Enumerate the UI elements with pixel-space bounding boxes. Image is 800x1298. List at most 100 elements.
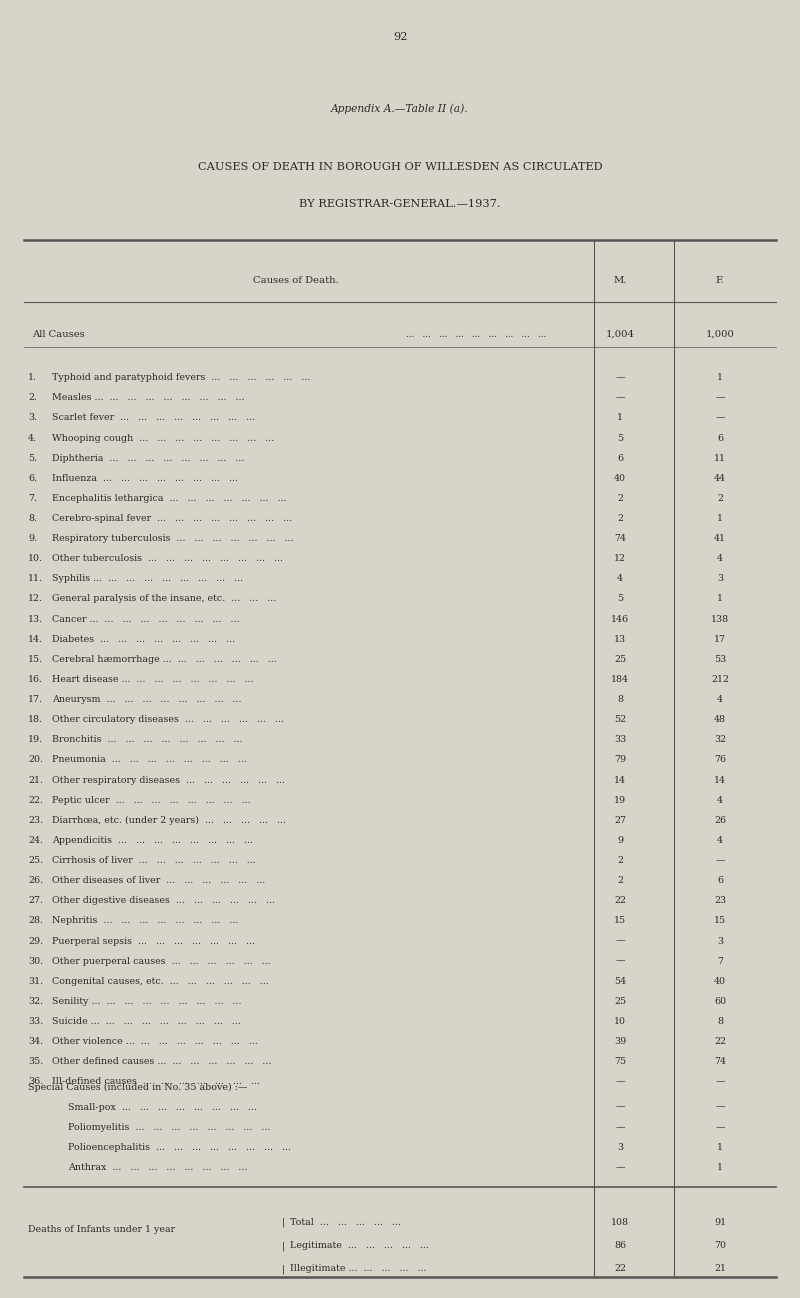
- Text: 27: 27: [614, 815, 626, 824]
- Text: 11: 11: [714, 454, 726, 462]
- Text: —: —: [615, 1123, 625, 1132]
- Text: 15: 15: [714, 916, 726, 925]
- Text: 52: 52: [614, 715, 626, 724]
- Text: Cerebro-spinal fever  ...   ...   ...   ...   ...   ...   ...   ...: Cerebro-spinal fever ... ... ... ... ...…: [52, 514, 292, 523]
- Text: ...   ...   ...   ...   ...   ...   ...   ...   ...: ... ... ... ... ... ... ... ... ...: [406, 330, 546, 339]
- Text: 1: 1: [717, 594, 723, 604]
- Text: 79: 79: [614, 755, 626, 765]
- Text: 91: 91: [714, 1218, 726, 1227]
- Text: 19.: 19.: [28, 735, 43, 744]
- Text: Deaths of Infants under 1 year: Deaths of Infants under 1 year: [28, 1225, 175, 1234]
- Text: 1,000: 1,000: [706, 330, 734, 339]
- Text: F.: F.: [716, 276, 724, 286]
- Text: 14.: 14.: [28, 635, 43, 644]
- Text: Scarlet fever  ...   ...   ...   ...   ...   ...   ...   ...: Scarlet fever ... ... ... ... ... ... ..…: [52, 414, 255, 422]
- Text: Heart disease ...  ...   ...   ...   ...   ...   ...   ...: Heart disease ... ... ... ... ... ... ..…: [52, 675, 254, 684]
- Text: 41: 41: [714, 533, 726, 543]
- Text: 12.: 12.: [28, 594, 43, 604]
- Text: 9.: 9.: [28, 533, 37, 543]
- Text: Peptic ulcer  ...   ...   ...   ...   ...   ...   ...   ...: Peptic ulcer ... ... ... ... ... ... ...…: [52, 796, 250, 805]
- Text: —: —: [615, 1077, 625, 1086]
- Text: —: —: [715, 393, 725, 402]
- Text: 76: 76: [714, 755, 726, 765]
- Text: 29.: 29.: [28, 936, 43, 945]
- Text: 2: 2: [617, 876, 623, 885]
- Text: 74: 74: [714, 1057, 726, 1066]
- Text: 16.: 16.: [28, 675, 43, 684]
- Text: M.: M.: [614, 276, 626, 286]
- Text: 8: 8: [617, 694, 623, 704]
- Text: —: —: [615, 1102, 625, 1111]
- Text: 138: 138: [711, 614, 729, 623]
- Text: 1: 1: [717, 374, 723, 382]
- Text: Anthrax  ...   ...   ...   ...   ...   ...   ...   ...: Anthrax ... ... ... ... ... ... ... ...: [68, 1163, 247, 1172]
- Text: Syphilis ...  ...   ...   ...   ...   ...   ...   ...   ...: Syphilis ... ... ... ... ... ... ... ...…: [52, 574, 243, 583]
- Text: 54: 54: [614, 976, 626, 985]
- Text: 92: 92: [393, 32, 407, 43]
- Text: Encephalitis lethargica  ...   ...   ...   ...   ...   ...   ...: Encephalitis lethargica ... ... ... ... …: [52, 493, 286, 502]
- Text: Measles ...  ...   ...   ...   ...   ...   ...   ...   ...: Measles ... ... ... ... ... ... ... ... …: [52, 393, 245, 402]
- Text: Pneumonia  ...   ...   ...   ...   ...   ...   ...   ...: Pneumonia ... ... ... ... ... ... ... ..…: [52, 755, 246, 765]
- Text: 22: 22: [614, 1264, 626, 1273]
- Text: —: —: [615, 957, 625, 966]
- Text: 2.: 2.: [28, 393, 37, 402]
- Text: 4: 4: [717, 694, 723, 704]
- Text: BY REGISTRAR-GENERAL.—1937.: BY REGISTRAR-GENERAL.—1937.: [299, 199, 501, 209]
- Text: 30.: 30.: [28, 957, 43, 966]
- Text: —: —: [615, 374, 625, 382]
- Text: 184: 184: [611, 675, 629, 684]
- Text: 1: 1: [717, 1142, 723, 1151]
- Text: Total  ...   ...   ...   ...   ...: Total ... ... ... ... ...: [290, 1218, 401, 1227]
- Text: —: —: [715, 855, 725, 864]
- Text: —: —: [715, 414, 725, 422]
- Text: 28.: 28.: [28, 916, 43, 925]
- Text: 17.: 17.: [28, 694, 43, 704]
- Text: 14: 14: [714, 775, 726, 784]
- Text: 5.: 5.: [28, 454, 37, 462]
- Text: 2: 2: [617, 493, 623, 502]
- Text: 108: 108: [611, 1218, 629, 1227]
- Text: Congenital causes, etc.  ...   ...   ...   ...   ...   ...: Congenital causes, etc. ... ... ... ... …: [52, 976, 269, 985]
- Text: Appendicitis  ...   ...   ...   ...   ...   ...   ...   ...: Appendicitis ... ... ... ... ... ... ...…: [52, 836, 253, 845]
- Text: Diabetes  ...   ...   ...   ...   ...   ...   ...   ...: Diabetes ... ... ... ... ... ... ... ...: [52, 635, 235, 644]
- Text: Other violence ...  ...   ...   ...   ...   ...   ...   ...: Other violence ... ... ... ... ... ... .…: [52, 1037, 258, 1046]
- Text: 60: 60: [714, 997, 726, 1006]
- Text: 4: 4: [717, 796, 723, 805]
- Text: 33.: 33.: [28, 1016, 43, 1025]
- Text: 212: 212: [711, 675, 729, 684]
- Text: 6: 6: [617, 454, 623, 462]
- Text: 2: 2: [617, 855, 623, 864]
- Text: 17: 17: [714, 635, 726, 644]
- Text: 2: 2: [617, 514, 623, 523]
- Text: 10: 10: [614, 1016, 626, 1025]
- Text: 11.: 11.: [28, 574, 43, 583]
- Text: Cirrhosis of liver  ...   ...   ...   ...   ...   ...   ...: Cirrhosis of liver ... ... ... ... ... .…: [52, 855, 256, 864]
- Text: Appendix A.—Table II (a).: Appendix A.—Table II (a).: [331, 104, 469, 114]
- Text: 8.: 8.: [28, 514, 37, 523]
- Text: All Causes: All Causes: [32, 330, 85, 339]
- Text: 13.: 13.: [28, 614, 43, 623]
- Text: |: |: [282, 1264, 285, 1273]
- Text: 18.: 18.: [28, 715, 43, 724]
- Text: Typhoid and paratyphoid fevers  ...   ...   ...   ...   ...   ...: Typhoid and paratyphoid fevers ... ... .…: [52, 374, 310, 382]
- Text: 24.: 24.: [28, 836, 43, 845]
- Text: 14: 14: [614, 775, 626, 784]
- Text: Diphtheria  ...   ...   ...   ...   ...   ...   ...   ...: Diphtheria ... ... ... ... ... ... ... .…: [52, 454, 244, 462]
- Text: Suicide ...  ...   ...   ...   ...   ...   ...   ...   ...: Suicide ... ... ... ... ... ... ... ... …: [52, 1016, 241, 1025]
- Text: Other circulatory diseases  ...   ...   ...   ...   ...   ...: Other circulatory diseases ... ... ... .…: [52, 715, 284, 724]
- Text: 3: 3: [617, 1142, 623, 1151]
- Text: Other diseases of liver  ...   ...   ...   ...   ...   ...: Other diseases of liver ... ... ... ... …: [52, 876, 266, 885]
- Text: Respiratory tuberculosis  ...   ...   ...   ...   ...   ...   ...: Respiratory tuberculosis ... ... ... ...…: [52, 533, 294, 543]
- Text: 26: 26: [714, 815, 726, 824]
- Text: 32.: 32.: [28, 997, 43, 1006]
- Text: 5: 5: [617, 434, 623, 443]
- Text: Ill-defined causes  ...   ...   ...   ...   ...   ...   ...: Ill-defined causes ... ... ... ... ... .…: [52, 1077, 260, 1086]
- Text: 3: 3: [717, 936, 723, 945]
- Text: 7: 7: [717, 957, 723, 966]
- Text: 23: 23: [714, 896, 726, 905]
- Text: 146: 146: [611, 614, 629, 623]
- Text: Other puerperal causes  ...   ...   ...   ...   ...   ...: Other puerperal causes ... ... ... ... .…: [52, 957, 270, 966]
- Text: —: —: [615, 936, 625, 945]
- Text: Other defined causes ...  ...   ...   ...   ...   ...   ...: Other defined causes ... ... ... ... ...…: [52, 1057, 271, 1066]
- Text: |: |: [282, 1218, 285, 1228]
